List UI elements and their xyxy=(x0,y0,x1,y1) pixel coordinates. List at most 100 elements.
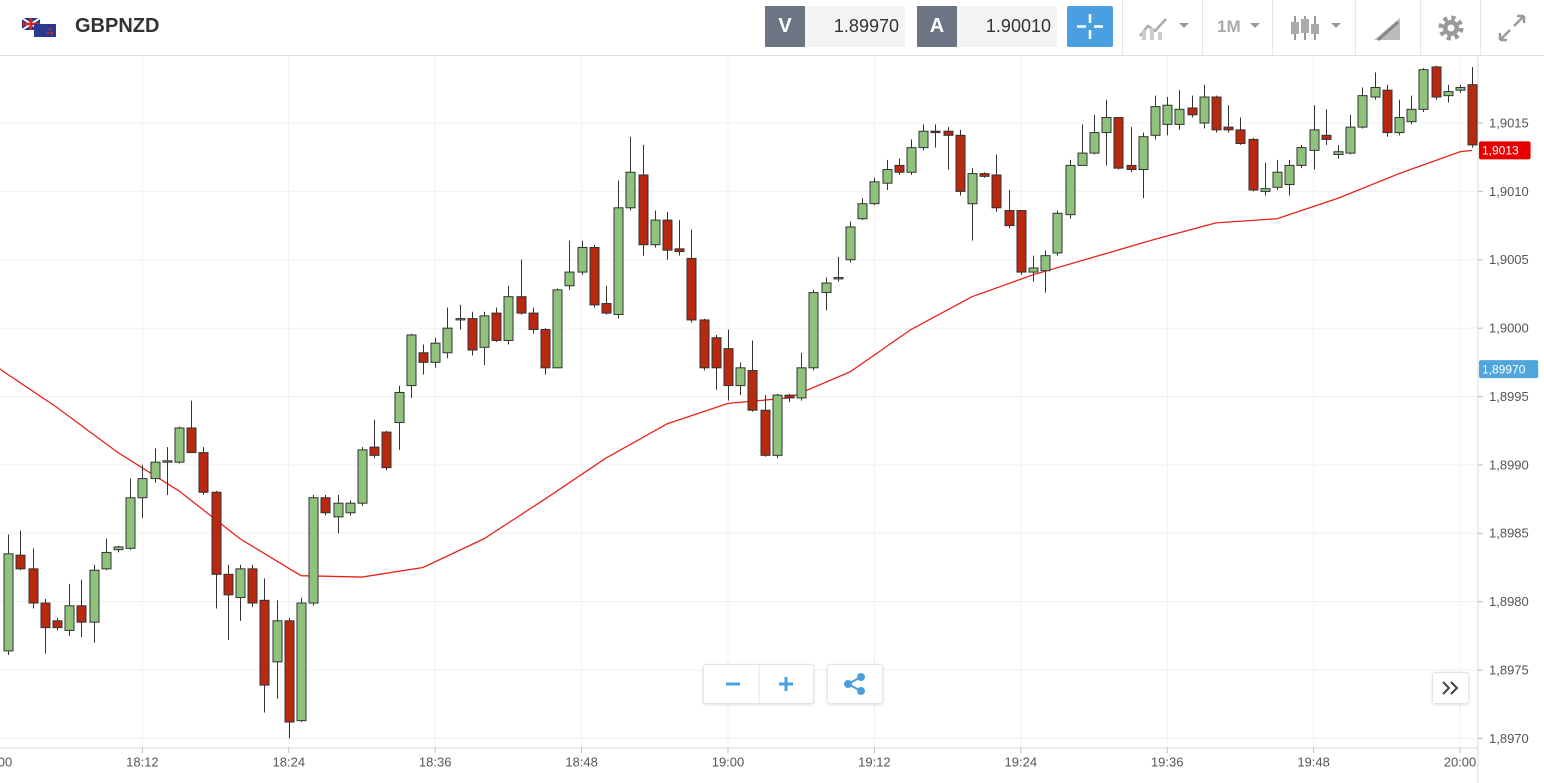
chart-type-button[interactable] xyxy=(1138,14,1194,42)
candle-body xyxy=(247,568,258,604)
candle-body xyxy=(796,367,807,399)
bid-label[interactable]: V xyxy=(765,6,805,47)
candle-body xyxy=(150,461,161,480)
candle-body xyxy=(113,546,124,551)
candle-body xyxy=(638,174,649,246)
candle-body xyxy=(1382,89,1393,134)
separator xyxy=(1202,0,1203,55)
separator xyxy=(1355,0,1356,55)
ask-label[interactable]: A xyxy=(917,6,957,47)
drawing-tools-button[interactable] xyxy=(1372,14,1404,42)
candle-body xyxy=(406,334,417,387)
candle-body xyxy=(491,312,502,341)
y-tick-label: 1,8980 xyxy=(1489,594,1529,609)
flag-icon xyxy=(22,18,56,37)
candle-body xyxy=(211,491,222,575)
plot-area xyxy=(0,65,1478,739)
y-tick-label: 1,8970 xyxy=(1489,731,1529,746)
candle-body xyxy=(479,315,490,348)
x-tick-label: 18:24 xyxy=(273,754,306,769)
candle-body xyxy=(772,394,783,456)
candle-body xyxy=(125,497,136,549)
candle-body xyxy=(1138,136,1149,171)
separator xyxy=(1272,0,1273,55)
candle-body xyxy=(1101,117,1112,134)
candle-body xyxy=(381,431,392,469)
price-tag-label: 1,89970 xyxy=(1482,362,1526,376)
candle-body xyxy=(1272,171,1283,188)
dropdown-caret xyxy=(1250,23,1260,28)
zoom-icons xyxy=(726,665,793,703)
double-arrow-icon xyxy=(1442,681,1459,695)
candle-body xyxy=(1235,129,1246,145)
candle-body xyxy=(686,257,697,321)
candle-body xyxy=(882,169,893,184)
share-icon xyxy=(844,673,865,695)
candle-body xyxy=(1174,108,1185,125)
candle-body xyxy=(577,246,588,273)
separator xyxy=(1420,0,1421,55)
candle-body xyxy=(1357,95,1368,128)
bid-price[interactable]: 1.89970 xyxy=(805,6,905,47)
price-tag xyxy=(1479,360,1539,379)
candle-body xyxy=(857,203,868,220)
candle-body xyxy=(1150,106,1161,136)
candle-body xyxy=(259,599,270,686)
settings-button[interactable] xyxy=(1436,13,1466,43)
candle-body xyxy=(1040,255,1051,272)
candle-body xyxy=(1248,138,1259,191)
candle-body xyxy=(808,292,819,369)
candle-body xyxy=(845,226,856,261)
candle-body xyxy=(1065,164,1076,216)
share-button[interactable] xyxy=(827,664,883,704)
candle-body xyxy=(662,219,673,251)
separator xyxy=(1122,0,1123,55)
candle-body xyxy=(137,478,148,499)
candle-body xyxy=(674,248,685,253)
candle-body xyxy=(589,246,600,306)
timeframe-button[interactable]: 1M xyxy=(1217,17,1241,36)
candle-body xyxy=(1077,152,1088,166)
candle-body xyxy=(625,171,636,209)
candle-body xyxy=(564,271,575,287)
y-tick-label: 1,9015 xyxy=(1489,115,1529,130)
y-tick-label: 1,8995 xyxy=(1489,389,1529,404)
header: GBPNZD V 1.89970 A 1.90010 1M xyxy=(0,0,1544,56)
candle-body xyxy=(235,568,246,599)
candle-body xyxy=(394,391,405,424)
candle-body xyxy=(3,553,14,652)
separator xyxy=(1480,0,1481,55)
fullscreen-button[interactable] xyxy=(1497,13,1527,43)
candle-body xyxy=(1028,267,1039,273)
candle-body xyxy=(1345,126,1356,154)
candle-body xyxy=(345,502,356,514)
zoom-in-button[interactable] xyxy=(779,677,793,691)
scroll-latest-button[interactable] xyxy=(1432,672,1469,704)
candle-body xyxy=(101,551,112,570)
candle-body xyxy=(174,427,185,463)
candle-body xyxy=(516,296,527,314)
candle-body xyxy=(442,327,453,354)
candle-body xyxy=(28,568,39,604)
candle-body xyxy=(503,296,514,341)
candle-body xyxy=(894,164,905,173)
candle-body xyxy=(930,130,941,134)
crosshair-button[interactable] xyxy=(1067,6,1113,47)
candle-body xyxy=(1199,96,1210,124)
candle-body xyxy=(198,452,209,493)
candle-body xyxy=(821,282,832,294)
candle-style-button[interactable] xyxy=(1290,13,1346,43)
candle-body xyxy=(1162,104,1173,125)
candle-body xyxy=(918,130,929,149)
candle-body xyxy=(272,620,283,663)
x-tick-label: 20:00 xyxy=(1444,754,1477,769)
x-tick-label: 18:12 xyxy=(126,754,159,769)
candle-body xyxy=(1406,108,1417,123)
candle-body xyxy=(162,460,173,463)
ask-price[interactable]: 1.90010 xyxy=(957,6,1057,47)
candle-body xyxy=(1370,86,1381,98)
candle-body xyxy=(1052,212,1063,254)
candle-body xyxy=(1187,107,1198,116)
price-tag xyxy=(1479,141,1531,160)
